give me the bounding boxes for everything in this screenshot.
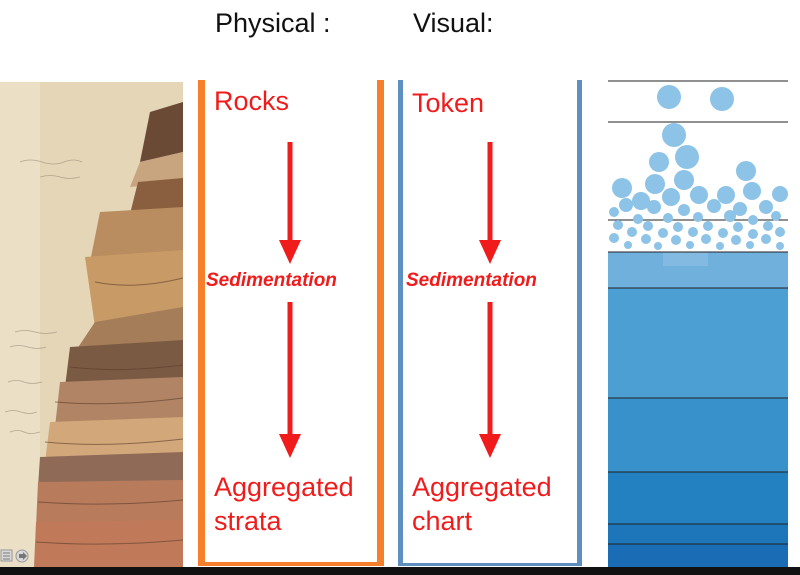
aggregated-strata-line1: Aggregated	[214, 472, 354, 502]
stratum-layer	[608, 544, 788, 568]
down-arrow-icon	[479, 302, 501, 458]
down-arrow-icon	[479, 142, 501, 264]
stratum-layer	[608, 398, 788, 472]
visual-heading: Visual:	[413, 8, 494, 38]
token-circles	[609, 85, 788, 250]
visual-panel: Token Sedimentation Aggregated chart	[398, 80, 582, 566]
down-arrow-icon	[279, 142, 301, 264]
bottom-bar	[0, 567, 800, 575]
rocks-label: Rocks	[214, 86, 290, 116]
sedimentation-label-physical: Sedimentation	[206, 270, 337, 291]
token-label: Token	[412, 88, 485, 118]
aggregated-strata-line2: strata	[214, 506, 282, 536]
stratum-layer	[608, 524, 788, 544]
physical-heading: Physical :	[215, 8, 331, 38]
geological-strata-illustration	[0, 82, 183, 567]
physical-panel: Rocks Sedimentation Aggregated strata	[198, 80, 384, 566]
slide-nav-icons[interactable]	[0, 548, 34, 564]
sedimentation-label-visual: Sedimentation	[406, 270, 537, 291]
stratum-layer	[608, 288, 788, 398]
aggregated-chart-line2: chart	[412, 506, 473, 536]
sedimentation-chart	[608, 80, 788, 568]
stratum-layer	[608, 472, 788, 524]
down-arrow-icon	[279, 302, 301, 458]
aggregated-chart-line1: Aggregated	[412, 472, 552, 502]
